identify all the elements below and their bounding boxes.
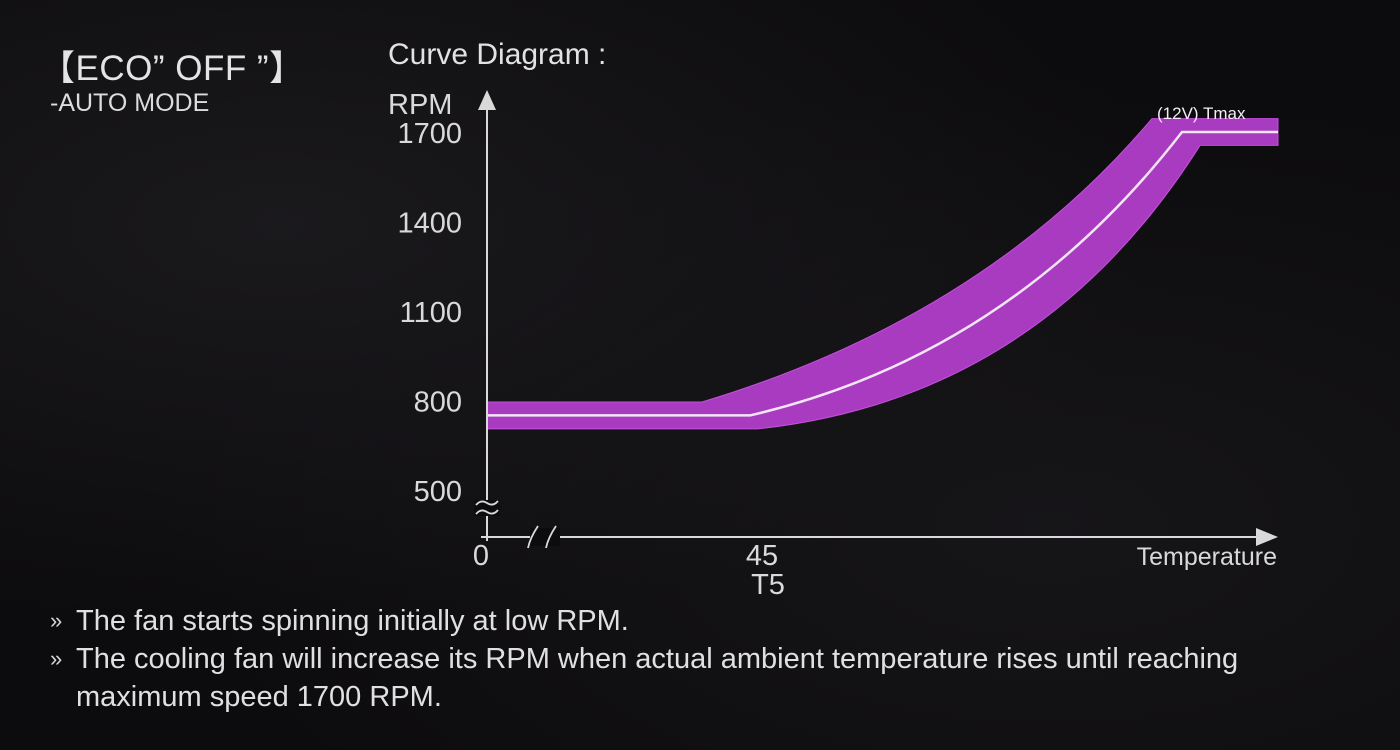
y-tick-label: 1400 (397, 208, 462, 240)
axes-layer (474, 90, 1278, 549)
x-axis-break-icon (527, 525, 539, 549)
y-axis-arrow-icon (478, 90, 496, 110)
y-axis-break-icon (475, 500, 499, 506)
x-axis-label: Temperature (1137, 543, 1277, 571)
x-tick-label: 45 (746, 540, 778, 572)
note-text: The fan starts spinning initially at low… (76, 605, 629, 637)
y-tick-label: 500 (414, 476, 462, 508)
chart-title: Curve Diagram : (388, 38, 607, 71)
tmax-annotation: (12V) Tmax (1157, 104, 1246, 123)
x-tick-sublabel: T5 (751, 569, 785, 600)
curve-line (487, 130, 1278, 417)
y-tick-label: 800 (414, 387, 462, 419)
x-axis-break-icon (545, 525, 557, 549)
curve-band (486, 118, 1279, 430)
bullet-icon: » (50, 646, 63, 671)
note-item: » The fan starts spinning initially at l… (50, 602, 1370, 640)
curve-band-layer (486, 118, 1279, 430)
x-axis-arrow-icon (1256, 528, 1278, 546)
mode-title: 【ECO” OFF ”】 (40, 49, 305, 88)
y-tick-label: 1700 (397, 118, 462, 150)
notes-list: » The fan starts spinning initially at l… (50, 602, 1370, 716)
y-axis-break-icon (475, 509, 499, 515)
y-axis-label: RPM (388, 89, 452, 121)
mode-subtitle: -AUTO MODE (50, 89, 210, 117)
y-tick-label: 1100 (400, 297, 462, 329)
note-text: The cooling fan will increase its RPM wh… (76, 643, 1239, 713)
x-tick-label: 0 (473, 540, 489, 572)
bullet-icon: » (50, 608, 63, 633)
note-item: » The cooling fan will increase its RPM … (50, 640, 1370, 716)
